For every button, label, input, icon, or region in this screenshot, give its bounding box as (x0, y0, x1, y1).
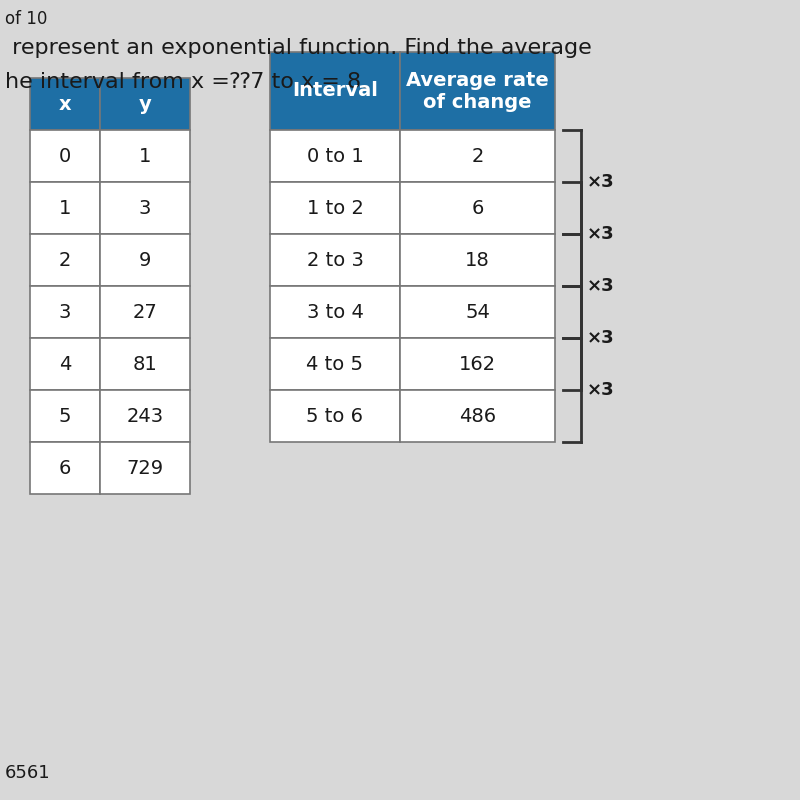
Bar (30, 286, 100, 338)
Bar (100, 182, 190, 234)
Bar (400, 286, 555, 338)
Bar (30, 234, 100, 286)
Bar (30, 390, 100, 442)
Bar (100, 130, 190, 182)
Text: 3: 3 (59, 302, 71, 322)
Bar (30, 182, 100, 234)
Text: 6: 6 (59, 458, 71, 478)
Text: y: y (138, 94, 151, 114)
Text: ×3: ×3 (587, 173, 614, 191)
Bar (100, 78, 190, 130)
Bar (270, 52, 400, 130)
Text: 6: 6 (471, 198, 484, 218)
Text: x: x (58, 94, 71, 114)
Text: 5: 5 (58, 406, 71, 426)
Text: 729: 729 (126, 458, 163, 478)
Text: 2: 2 (471, 146, 484, 166)
Text: 4 to 5: 4 to 5 (306, 354, 363, 374)
Bar (100, 338, 190, 390)
Text: 1: 1 (139, 146, 151, 166)
Bar (270, 390, 400, 442)
Text: 486: 486 (459, 406, 496, 426)
Text: 243: 243 (126, 406, 163, 426)
Bar (30, 78, 100, 130)
Text: 162: 162 (459, 354, 496, 374)
Bar (270, 130, 400, 182)
Text: 1: 1 (59, 198, 71, 218)
Bar (30, 442, 100, 494)
Text: ×3: ×3 (587, 329, 614, 347)
Bar (100, 390, 190, 442)
Text: 0 to 1: 0 to 1 (306, 146, 363, 166)
Bar (400, 52, 555, 130)
Bar (30, 338, 100, 390)
Text: of 10: of 10 (5, 10, 47, 28)
Text: Average rate
of change: Average rate of change (406, 70, 549, 111)
Text: 81: 81 (133, 354, 158, 374)
Text: Interval: Interval (292, 82, 378, 101)
Bar (100, 442, 190, 494)
Bar (100, 234, 190, 286)
Text: ×3: ×3 (587, 381, 614, 399)
Text: ×3: ×3 (587, 277, 614, 295)
Bar (400, 182, 555, 234)
Text: ×3: ×3 (587, 225, 614, 243)
Bar (400, 130, 555, 182)
Bar (100, 286, 190, 338)
Text: 3 to 4: 3 to 4 (306, 302, 363, 322)
Text: 4: 4 (59, 354, 71, 374)
Bar (270, 286, 400, 338)
Text: 27: 27 (133, 302, 158, 322)
Bar (400, 234, 555, 286)
Text: 2 to 3: 2 to 3 (306, 250, 363, 270)
Text: he interval from x =⁇7 to x = 8.: he interval from x =⁇7 to x = 8. (5, 72, 368, 92)
Bar (270, 182, 400, 234)
Text: 1 to 2: 1 to 2 (306, 198, 363, 218)
Bar (30, 130, 100, 182)
Text: 18: 18 (465, 250, 490, 270)
Text: 5 to 6: 5 to 6 (306, 406, 363, 426)
Bar (400, 338, 555, 390)
Text: 9: 9 (139, 250, 151, 270)
Text: 3: 3 (139, 198, 151, 218)
Bar (400, 390, 555, 442)
Bar (270, 338, 400, 390)
Text: 0: 0 (59, 146, 71, 166)
Bar (270, 234, 400, 286)
Text: 54: 54 (465, 302, 490, 322)
Text: 6561: 6561 (5, 764, 50, 782)
Text: represent an exponential function. Find the average: represent an exponential function. Find … (5, 38, 592, 58)
Text: 2: 2 (59, 250, 71, 270)
